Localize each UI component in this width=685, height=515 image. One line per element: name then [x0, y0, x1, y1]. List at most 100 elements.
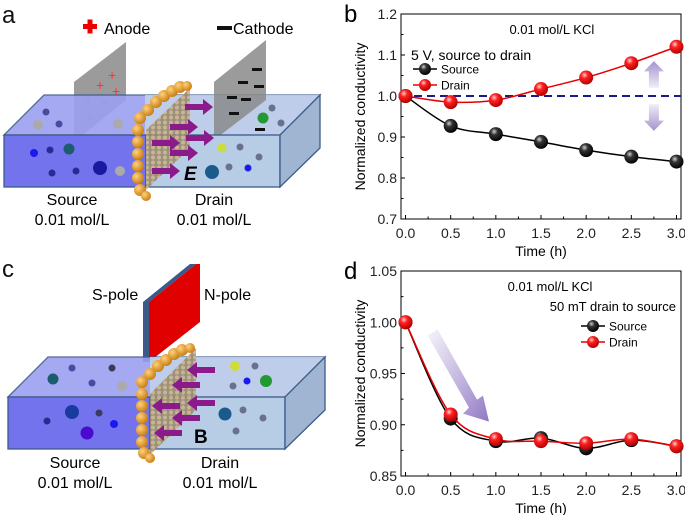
drain-concentration: 0.01 mol/L [177, 212, 252, 229]
anode-label: Anode [104, 21, 150, 38]
field-label-b: B [194, 427, 208, 448]
chart-title: 0.01 mol/L KCl [508, 279, 593, 294]
x-tick-label: 1.5 [531, 482, 551, 498]
y-tick-label: 1.2 [378, 6, 398, 22]
data-point-drain [534, 82, 548, 97]
data-point-drain [669, 439, 684, 454]
data-point-drain [534, 434, 548, 449]
legend-marker-source [419, 63, 431, 75]
x-tick-label: 1.0 [486, 225, 506, 241]
data-point-drain [398, 89, 413, 103]
data-point-source [669, 154, 684, 169]
minus-charges [227, 68, 265, 131]
flux-arrows-right [152, 99, 214, 179]
down-arrow-icon [427, 329, 489, 422]
data-point-drain [443, 407, 458, 422]
chart-annotation: 50 mT drain to source [550, 299, 676, 314]
x-tick-label: 0.0 [396, 225, 416, 241]
legend-label-drain: Drain [609, 336, 638, 350]
n-pole-label: N-pole [204, 287, 251, 304]
ions-source [30, 108, 125, 177]
data-point-drain [443, 95, 458, 110]
legend-label-source: Source [441, 63, 479, 77]
y-tick-label: 1.0 [378, 88, 398, 104]
legend-label-drain: Drain [441, 79, 470, 93]
data-point-drain [579, 70, 594, 85]
y-tick-label: 1.05 [370, 263, 397, 279]
svg-text:+: + [112, 83, 120, 99]
svg-text:+: + [108, 67, 116, 83]
x-tick-label: 0.0 [396, 482, 416, 498]
panel-letter-b: b [344, 1, 357, 28]
data-point-source [534, 134, 548, 149]
schematic-magnetic-field: S-pole N-pole B Source 0.01 mol/L Drain … [6, 264, 327, 492]
source-concentration: 0.01 mol/L [38, 475, 113, 492]
data-point-drain [398, 315, 413, 330]
x-tick-label: 2.5 [622, 225, 642, 241]
cathode-plate [214, 40, 266, 140]
data-point-drain [669, 39, 684, 54]
ions-drain [205, 104, 285, 179]
x-tick-label: 1.5 [531, 225, 551, 241]
x-tick-label: 0.5 [441, 482, 461, 498]
x-tick-label: 0.5 [441, 225, 461, 241]
panel-letter-d: d [344, 258, 357, 285]
data-point-source [579, 143, 594, 158]
x-tick-label: 2.0 [576, 225, 596, 241]
x-tick-label: 3.0 [667, 225, 685, 241]
legend-marker-drain [419, 79, 431, 91]
x-tick-label: 2.5 [622, 482, 642, 498]
s-pole-label: S-pole [92, 287, 138, 304]
y-tick-label: 0.8 [378, 170, 398, 186]
x-axis-label: Time (h) [515, 243, 567, 259]
cathode-minus-icon [217, 26, 232, 30]
data-point-drain [624, 56, 639, 71]
panel-letter-c: c [2, 256, 14, 283]
ions-drain [218, 361, 272, 435]
chart-title: 0.01 mol/L KCl [509, 22, 594, 37]
y-tick-label: 0.85 [370, 468, 397, 484]
data-point-source [624, 149, 639, 164]
flux-arrows-left [152, 362, 215, 441]
magnet [143, 264, 200, 362]
up-arrow-icon [643, 61, 664, 88]
svg-text:+: + [96, 77, 104, 93]
chart-b: b 0.7 0.8 0.9 1.0 1.1 1.2 0.0 0.5 1.0 1.5 2.0 2.5 3.0… [344, 1, 685, 259]
down-arrow-icon [643, 104, 664, 131]
y-tick-label: 0.9 [378, 129, 398, 145]
x-tick-label: 1.0 [486, 482, 506, 498]
anode-plus-icon [83, 19, 97, 34]
y-axis-label: Normalized conductivity [352, 300, 368, 448]
data-point-source [488, 127, 503, 142]
y-tick-label: 1.1 [378, 47, 398, 63]
panel-letter-a: a [2, 2, 16, 29]
schematic-electric-field: Anode Cathode +++ +++ [2, 19, 322, 229]
source-label: Source [50, 455, 101, 472]
chart-d: d 0.85 0.90 0.95 1.00 1.05 0.0 0.5 1.0 1.5 2.0 2.5 3… [344, 258, 685, 515]
drain-concentration: 0.01 mol/L [183, 475, 258, 492]
cathode-label: Cathode [233, 21, 294, 38]
data-point-drain [488, 93, 503, 108]
source-concentration: 0.01 mol/L [35, 212, 110, 229]
x-axis-label: Time (h) [515, 500, 567, 515]
data-point-drain [624, 432, 639, 447]
legend-marker-source [587, 320, 599, 332]
data-point-drain [579, 436, 594, 451]
drain-label: Drain [201, 455, 239, 472]
legend-marker-drain [587, 336, 599, 348]
membrane-edge-beads [132, 81, 192, 201]
data-point-source [443, 118, 458, 133]
field-label-e: E [184, 164, 198, 185]
x-tick-label: 3.0 [667, 482, 685, 498]
y-tick-label: 0.95 [370, 366, 397, 382]
y-tick-label: 1.00 [370, 314, 397, 330]
plot-frame [400, 13, 682, 220]
ions-source [43, 364, 127, 440]
membrane [146, 88, 190, 190]
y-tick-label: 0.90 [370, 417, 397, 433]
membrane-edge-beads [136, 343, 195, 463]
x-tick-label: 2.0 [576, 482, 596, 498]
chart-annotation: 5 V, source to drain [411, 47, 531, 63]
source-tank [7, 396, 151, 450]
